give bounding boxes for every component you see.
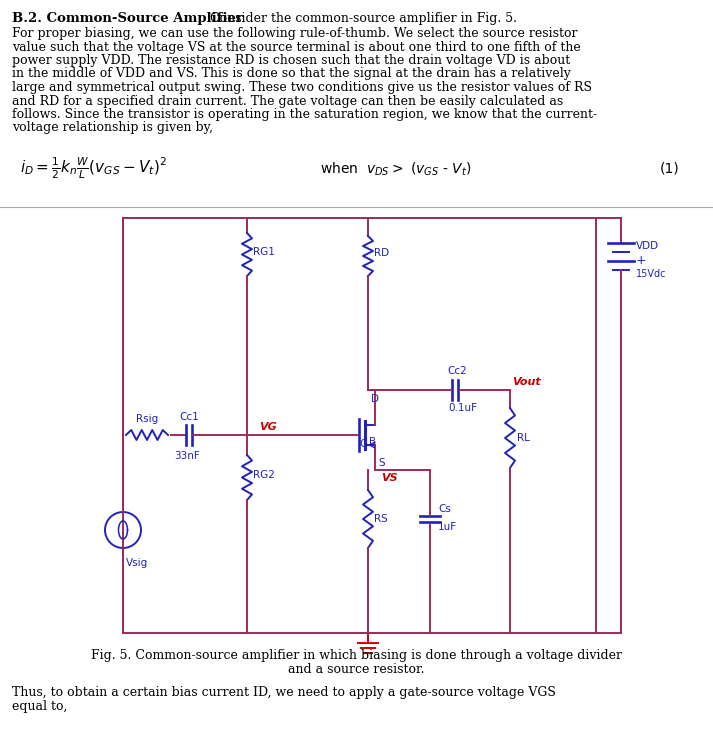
- Text: Cs: Cs: [438, 504, 451, 514]
- Text: Rsig: Rsig: [136, 414, 158, 424]
- Text: G: G: [359, 439, 367, 449]
- Text: Vsig: Vsig: [126, 558, 148, 568]
- Text: 33nF: 33nF: [174, 451, 200, 461]
- Text: VDD: VDD: [636, 241, 659, 251]
- Text: VS: VS: [381, 473, 398, 483]
- Text: $i_D = \frac{1}{2}k_n\frac{W}{L}(v_{GS}-V_t)^2$: $i_D = \frac{1}{2}k_n\frac{W}{L}(v_{GS}-…: [20, 155, 167, 181]
- Text: Cc2: Cc2: [447, 366, 467, 376]
- Text: RG2: RG2: [253, 470, 275, 480]
- Text: when  $v_{DS}>\ (v_{GS}\ \text{-}\ V_t)$: when $v_{DS}>\ (v_{GS}\ \text{-}\ V_t)$: [320, 161, 472, 178]
- Text: Consider the common-source amplifier in Fig. 5.: Consider the common-source amplifier in …: [206, 12, 517, 25]
- Text: Cc1: Cc1: [179, 412, 199, 422]
- Text: and RD for a specified drain current. The gate voltage can then be easily calcul: and RD for a specified drain current. Th…: [12, 94, 563, 108]
- Text: For proper biasing, we can use the following rule-of-thumb. We select the source: For proper biasing, we can use the follo…: [12, 27, 578, 40]
- Text: RL: RL: [517, 433, 530, 443]
- Text: and a source resistor.: and a source resistor.: [288, 663, 425, 676]
- Text: VG: VG: [259, 422, 277, 432]
- Text: value such that the voltage VS at the source terminal is about one third to one : value such that the voltage VS at the so…: [12, 41, 581, 53]
- Text: Fig. 5. Common-source amplifier in which biasing is done through a voltage divid: Fig. 5. Common-source amplifier in which…: [91, 649, 622, 662]
- Text: 0.1uF: 0.1uF: [448, 403, 478, 413]
- Text: RG1: RG1: [253, 247, 275, 257]
- Text: follows. Since the transistor is operating in the saturation region, we know tha: follows. Since the transistor is operati…: [12, 108, 597, 121]
- Text: (1): (1): [660, 161, 679, 175]
- Text: +: +: [636, 254, 647, 267]
- Text: RS: RS: [374, 514, 388, 524]
- Text: voltage relationship is given by,: voltage relationship is given by,: [12, 122, 213, 134]
- Text: large and symmetrical output swing. These two conditions give us the resistor va: large and symmetrical output swing. Thes…: [12, 81, 592, 94]
- Text: 1uF: 1uF: [438, 522, 457, 532]
- Text: equal to,: equal to,: [12, 700, 67, 713]
- Text: 15Vdc: 15Vdc: [636, 269, 667, 279]
- Text: Thus, to obtain a certain bias current ID, we need to apply a gate-source voltag: Thus, to obtain a certain bias current I…: [12, 686, 556, 699]
- Text: B: B: [369, 437, 376, 447]
- Text: D: D: [371, 394, 379, 404]
- Text: power supply VDD. The resistance RD is chosen such that the drain voltage VD is : power supply VDD. The resistance RD is c…: [12, 54, 570, 67]
- Text: RD: RD: [374, 248, 389, 258]
- Text: Vout: Vout: [512, 377, 540, 387]
- Text: S: S: [378, 458, 384, 468]
- Text: in the middle of VDD and VS. This is done so that the signal at the drain has a : in the middle of VDD and VS. This is don…: [12, 68, 571, 80]
- Text: B.2. Common-Source Amplifier: B.2. Common-Source Amplifier: [12, 12, 243, 25]
